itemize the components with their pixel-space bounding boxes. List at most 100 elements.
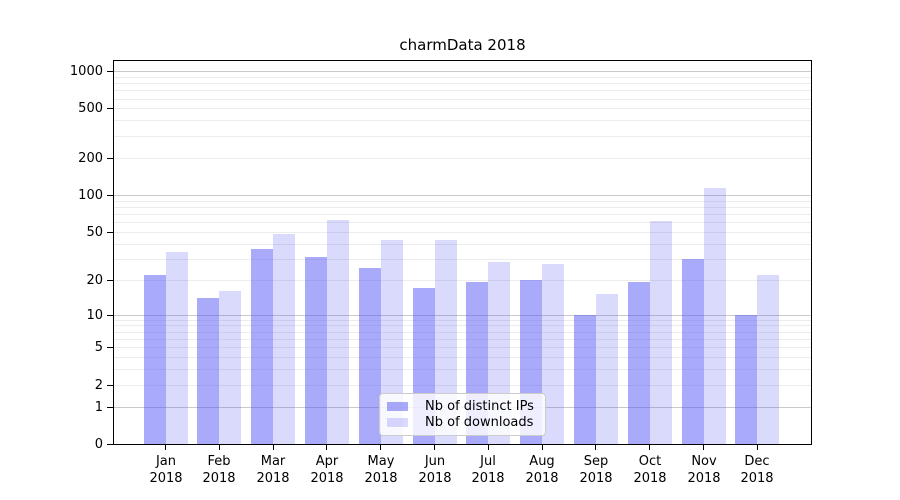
- x-tick-month: Oct: [638, 454, 662, 469]
- gridline-major: [114, 194, 811, 196]
- x-tick-year: 2018: [418, 471, 452, 486]
- x-tick-month: Aug: [529, 454, 555, 469]
- y-tick-label: 20: [86, 273, 103, 288]
- x-tick-year: 2018: [525, 471, 559, 486]
- legend-swatch-downloads: [387, 418, 408, 428]
- gridline-minor: [114, 213, 811, 215]
- gridline-minor: [114, 258, 811, 260]
- x-tick-mark: [434, 445, 435, 450]
- gridline-minor: [114, 76, 811, 78]
- y-tick-label: 0: [94, 437, 103, 452]
- y-tick-label: 1000: [69, 64, 103, 79]
- bar-distinct-ips: [681, 258, 704, 444]
- bar-downloads: [703, 188, 726, 444]
- x-tick-month: Mar: [260, 454, 286, 469]
- x-tick-month: Nov: [691, 454, 717, 469]
- x-tick-mark: [272, 445, 274, 450]
- x-tick-mark: [380, 445, 382, 450]
- bar-downloads: [326, 220, 349, 444]
- x-tick-label: Oct 2018: [618, 453, 682, 487]
- x-tick-mark: [165, 445, 166, 450]
- bar-downloads: [380, 239, 403, 444]
- x-tick-year: 2018: [687, 471, 721, 486]
- legend-label: Nb of downloads: [425, 415, 534, 431]
- gridline-minor: [114, 157, 811, 159]
- plot-area: [113, 60, 812, 445]
- y-tick-label: 50: [86, 225, 103, 240]
- x-tick-label: May 2018: [349, 453, 413, 487]
- y-tick-mark: [107, 347, 113, 348]
- x-tick-label: Mar 2018: [241, 453, 305, 487]
- bar-distinct-ips: [304, 256, 327, 444]
- y-tick-mark: [107, 108, 113, 109]
- y-tick-label: 1: [94, 400, 103, 415]
- x-tick-mark: [595, 445, 597, 450]
- legend-row: Nb of downloads: [387, 415, 537, 432]
- x-tick-label: Feb 2018: [187, 453, 251, 487]
- x-tick-mark: [649, 445, 651, 450]
- gridline-minor: [114, 90, 811, 92]
- y-tick-label: 500: [78, 101, 103, 116]
- y-tick-mark: [107, 71, 113, 72]
- y-tick-mark: [107, 444, 113, 445]
- x-tick-month: Sep: [583, 454, 609, 469]
- x-tick-month: Jan: [155, 454, 177, 469]
- gridline-minor: [114, 369, 811, 371]
- x-tick-label: Nov 2018: [672, 453, 736, 487]
- x-tick-month: Apr: [315, 454, 339, 469]
- gridline-minor: [114, 384, 811, 386]
- x-tick-month: May: [367, 454, 395, 469]
- x-tick-mark: [487, 445, 489, 450]
- bar-downloads: [219, 291, 242, 444]
- x-tick-year: 2018: [471, 471, 505, 486]
- bar-downloads: [273, 233, 296, 444]
- bars-layer: [114, 61, 811, 444]
- x-tick-year: 2018: [364, 471, 398, 486]
- gridline-minor: [114, 339, 811, 340]
- x-tick-month: Dec: [744, 454, 770, 469]
- bar-distinct-ips: [735, 314, 758, 444]
- gridline-minor: [114, 83, 811, 85]
- bar-downloads: [434, 239, 457, 444]
- bar-distinct-ips: [573, 314, 596, 444]
- y-tick-mark: [107, 195, 113, 196]
- x-tick-mark: [326, 445, 328, 450]
- gridline-minor: [114, 357, 811, 359]
- y-tick-mark: [107, 232, 113, 233]
- x-tick-label: Jan 2018: [134, 453, 198, 487]
- bar-downloads: [542, 264, 565, 444]
- x-tick-mark: [218, 445, 220, 450]
- x-tick-year: 2018: [740, 471, 774, 486]
- gridline-minor: [114, 222, 811, 224]
- gridline-minor: [114, 98, 811, 100]
- x-tick-label: Jul 2018: [456, 453, 520, 487]
- gridline-minor: [114, 135, 811, 137]
- y-tick-mark: [107, 280, 113, 281]
- x-tick-month: Feb: [207, 454, 231, 469]
- gridline-minor: [114, 279, 811, 281]
- gridline-minor: [114, 243, 811, 245]
- legend-swatch-distinct-ips: [387, 401, 408, 411]
- x-tick-year: 2018: [149, 471, 183, 486]
- legend: Nb of distinct IPs Nb of downloads: [379, 393, 546, 436]
- y-tick-mark: [107, 315, 113, 316]
- y-tick-label: 200: [78, 151, 103, 166]
- y-tick-label: 2: [94, 378, 103, 393]
- gridline-minor: [114, 347, 811, 349]
- x-tick-year: 2018: [633, 471, 667, 486]
- bar-distinct-ips: [197, 297, 220, 444]
- gridline-minor: [114, 325, 811, 327]
- bar-downloads: [757, 274, 780, 444]
- bar-distinct-ips: [143, 274, 166, 444]
- bar-downloads: [595, 294, 618, 444]
- gridline-minor: [114, 319, 811, 321]
- x-tick-label: Aug 2018: [510, 453, 574, 487]
- gridline-minor: [114, 231, 811, 233]
- x-tick-year: 2018: [256, 471, 290, 486]
- bar-downloads: [649, 221, 672, 444]
- x-tick-mark: [756, 445, 758, 450]
- x-tick-mark: [703, 445, 704, 450]
- bar-distinct-ips: [251, 249, 274, 444]
- x-tick-mark: [541, 445, 543, 450]
